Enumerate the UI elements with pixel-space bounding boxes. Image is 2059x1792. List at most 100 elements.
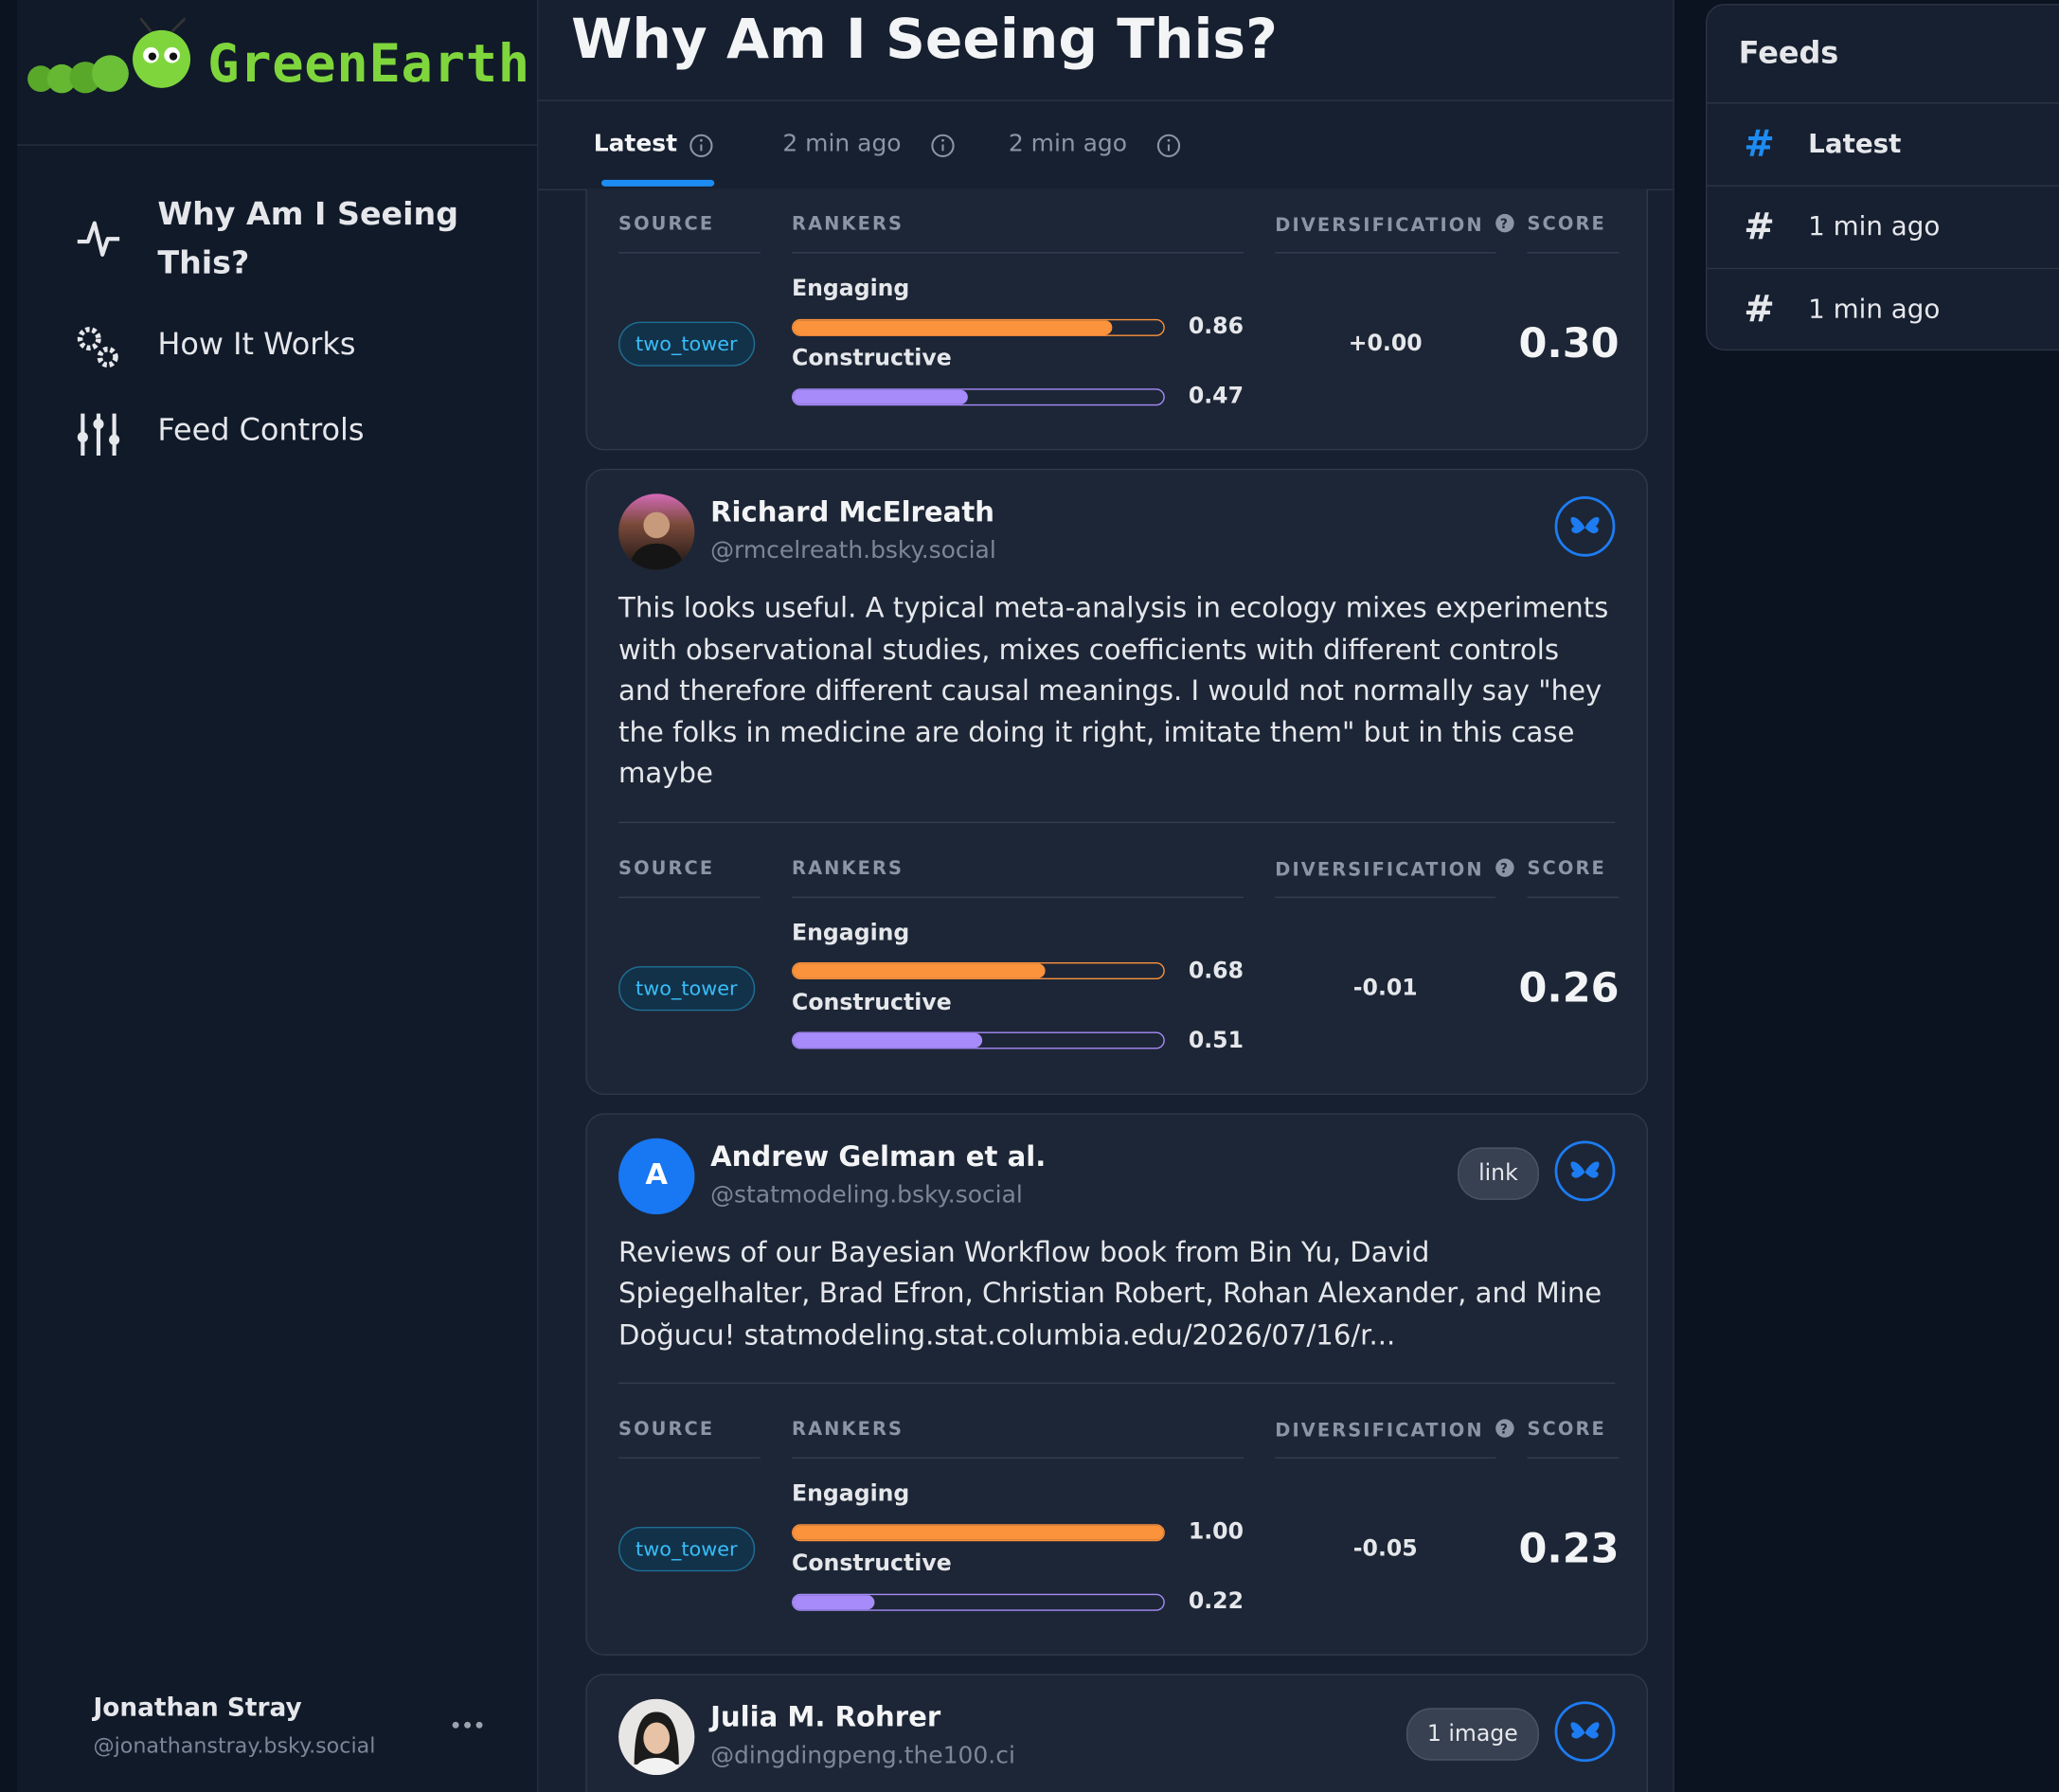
rankers-cell: Engaging 1.00 Constructive 0.22 xyxy=(792,1459,1244,1619)
logo-mascot xyxy=(27,17,191,94)
avatar xyxy=(618,493,695,570)
rankers-cell: Engaging 0.68 Constructive 0.51 xyxy=(792,897,1244,1057)
ranker-value: 0.51 xyxy=(1188,1027,1244,1054)
nav-item[interactable]: Feed Controls xyxy=(157,413,365,448)
info-icon xyxy=(1156,134,1181,157)
column-label: SCORE xyxy=(1527,857,1606,879)
separator xyxy=(17,144,538,146)
column-header: DIVERSIFICATION? xyxy=(1275,1418,1514,1459)
tab[interactable]: 2 min ago xyxy=(1008,130,1128,158)
score-cell: 0.30 xyxy=(1518,254,1619,414)
ranker-track xyxy=(792,318,1165,336)
column-label: DIVERSIFICATION xyxy=(1275,859,1484,881)
ranker: Constructive 0.22 xyxy=(792,1550,1244,1619)
hash-icon: # xyxy=(1744,205,1775,248)
hash-icon: # xyxy=(1744,121,1775,166)
feed-item[interactable]: #1 min ago xyxy=(1707,185,2059,267)
feed-label: 1 min ago xyxy=(1808,209,1941,242)
diversification-value: +0.00 xyxy=(1348,331,1423,358)
svg-text:?: ? xyxy=(1500,1423,1510,1438)
bluesky-button[interactable] xyxy=(1554,1701,1616,1763)
source-badge: two_tower xyxy=(618,321,755,367)
feed-label: Latest xyxy=(1808,127,1902,159)
column-label: SOURCE xyxy=(618,1419,715,1441)
avatar: A xyxy=(618,1138,695,1214)
svg-text:?: ? xyxy=(1500,861,1510,876)
post-header: Julia M. Rohrer @dingdingpeng.the100.ci 1 … xyxy=(618,1698,1616,1775)
sidebar: GreenEarth Why Am I Seeing This? How It … xyxy=(17,0,539,1792)
ranker-bar xyxy=(793,1524,1164,1540)
author-handle: @rmcelreath.bsky.social xyxy=(710,536,996,565)
bluesky-icon xyxy=(1570,1722,1600,1739)
column-header: RANKERS xyxy=(792,213,1244,254)
ranker-name: Engaging xyxy=(792,276,910,302)
attachment-pill[interactable]: 1 image xyxy=(1405,1708,1539,1761)
diversification-value: -0.05 xyxy=(1352,1535,1418,1563)
feeds-panel: Feeds # Latest #1 min ago #1 min ago xyxy=(1706,4,2059,351)
column-header: RANKERS xyxy=(792,856,1244,898)
column-header: SCORE xyxy=(1527,1418,1620,1459)
feed: SOURCE RANKERS DIVERSIFICATION? SCORE two_to… xyxy=(538,188,1673,1792)
bluesky-button[interactable] xyxy=(1554,495,1616,557)
source-badge: two_tower xyxy=(618,1527,755,1572)
score-table: SOURCE RANKERS DIVERSIFICATION? SCORE two_to… xyxy=(618,1382,1620,1619)
ranker-bar xyxy=(793,319,1112,334)
source-cell: two_tower xyxy=(618,254,761,414)
post-card: A Andrew Gelman et al. @statmodeling.bsky.… xyxy=(585,1112,1649,1656)
feed-item[interactable]: # Latest xyxy=(1707,102,2059,185)
ranker-bar xyxy=(793,388,968,404)
diversification-cell: -0.01 xyxy=(1275,897,1495,1057)
column-label: SCORE xyxy=(1527,1419,1606,1441)
post-card: Richard McElreath @rmcelreath.bsky.social… xyxy=(585,468,1649,1095)
bluesky-button[interactable] xyxy=(1554,1139,1616,1201)
score-value: 0.26 xyxy=(1518,964,1620,1012)
tab[interactable]: 2 min ago xyxy=(782,130,902,158)
bluesky-icon xyxy=(1570,516,1600,534)
avatar-image xyxy=(618,493,695,570)
diversification-cell: -0.05 xyxy=(1275,1459,1495,1619)
svg-text:?: ? xyxy=(1500,217,1510,232)
ranker-value: 0.86 xyxy=(1188,314,1244,340)
help-icon: ? xyxy=(1495,213,1514,233)
column-header: DIVERSIFICATION? xyxy=(1275,856,1514,898)
ranker: Engaging 0.68 xyxy=(792,919,1244,988)
column-label: DIVERSIFICATION xyxy=(1275,1420,1484,1442)
tab[interactable]: Latest xyxy=(593,130,678,158)
nav-item[interactable]: How It Works xyxy=(157,328,356,363)
ranker-bar xyxy=(793,1032,982,1048)
ranker-name: Constructive xyxy=(792,345,952,372)
avatar-initial: A xyxy=(645,1158,669,1192)
menu-button[interactable] xyxy=(451,1720,485,1730)
ranker-row: 0.86 xyxy=(792,310,1244,344)
ranker: Engaging 1.00 xyxy=(792,1479,1244,1549)
main-column: Why Am I Seeing This? Latest 2 min ago 2 m… xyxy=(538,0,1674,1792)
score-table: SOURCE RANKERS DIVERSIFICATION? SCORE two_to… xyxy=(618,820,1620,1057)
nav-icon xyxy=(77,413,120,456)
author-handle: @dingdingpeng.the100.ci xyxy=(710,1742,1015,1770)
diversification-value: -0.01 xyxy=(1352,975,1418,1001)
nav-item[interactable]: Why Am I Seeing This? xyxy=(157,195,459,281)
author-name: Richard McElreath xyxy=(710,495,994,529)
tab-indicator xyxy=(601,179,715,187)
logo-text: GreenEarth xyxy=(207,34,530,95)
column-label: DIVERSIFICATION xyxy=(1275,215,1484,237)
user-handle: @jonathanstray.bsky.social xyxy=(93,1732,376,1758)
ranker-name: Engaging xyxy=(792,1480,910,1508)
column-header: SOURCE xyxy=(618,1418,761,1459)
score-cell: 0.26 xyxy=(1518,897,1619,1057)
ranker-row: 0.47 xyxy=(792,380,1244,414)
column-label: RANKERS xyxy=(792,213,904,236)
attachment-pill[interactable]: link xyxy=(1457,1146,1539,1200)
column-header: SOURCE xyxy=(618,213,761,254)
help-icon: ? xyxy=(1495,1419,1514,1438)
help-icon: ? xyxy=(1495,857,1514,877)
ranker-row: 0.68 xyxy=(792,954,1244,988)
info-icon xyxy=(689,134,713,157)
column-label: RANKERS xyxy=(792,857,904,879)
diversification-cell: +0.00 xyxy=(1275,254,1495,414)
ranker-bar xyxy=(793,1594,875,1609)
ranker-track xyxy=(792,1523,1165,1541)
feed-item[interactable]: #1 min ago xyxy=(1707,267,2059,350)
post-header: A Andrew Gelman et al. @statmodeling.bsky.… xyxy=(618,1138,1616,1214)
